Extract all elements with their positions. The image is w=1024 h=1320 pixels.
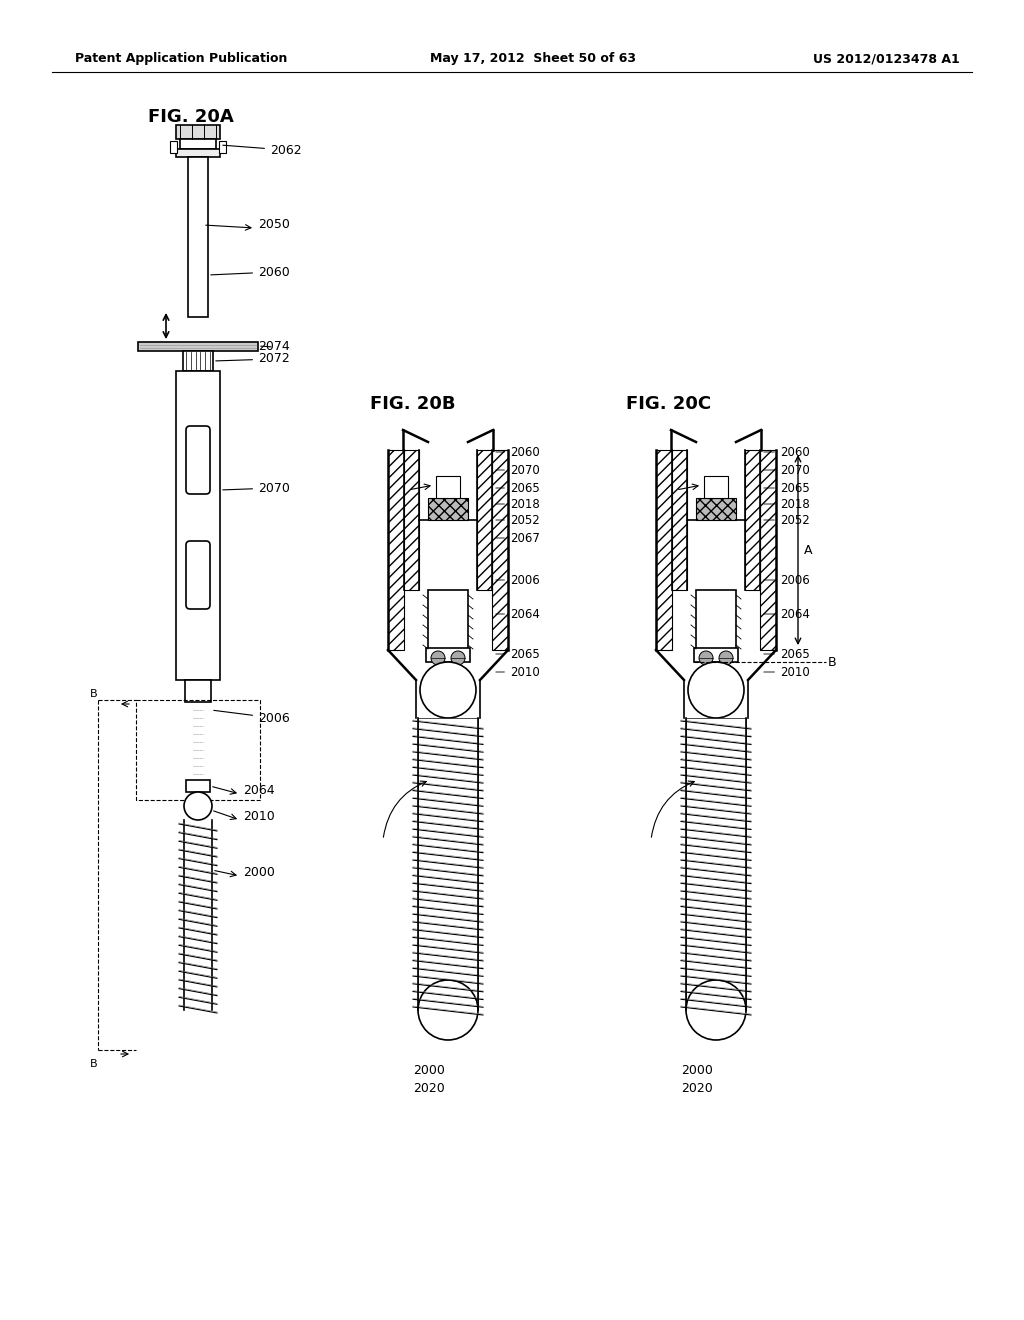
Bar: [186, 780, 210, 792]
Circle shape: [184, 792, 212, 820]
Text: 2052: 2052: [496, 513, 540, 527]
Text: 2010: 2010: [243, 809, 274, 822]
Bar: [745, 450, 760, 590]
Bar: [188, 157, 208, 317]
Circle shape: [420, 663, 476, 718]
Text: 2072: 2072: [216, 352, 290, 366]
Text: 2065: 2065: [496, 482, 540, 495]
Bar: [138, 342, 258, 351]
Bar: [136, 700, 260, 800]
Bar: [492, 450, 508, 649]
Text: 2006: 2006: [496, 573, 540, 586]
Text: 2065: 2065: [764, 482, 810, 495]
Text: B: B: [90, 689, 97, 700]
Bar: [428, 590, 468, 649]
Text: B: B: [90, 1059, 97, 1069]
Text: 2074: 2074: [258, 341, 290, 354]
Circle shape: [688, 663, 744, 718]
Text: 2006: 2006: [764, 573, 810, 586]
Bar: [388, 450, 404, 649]
Text: 2060: 2060: [496, 446, 540, 458]
Text: A: A: [804, 544, 812, 557]
Bar: [426, 648, 470, 663]
Text: 2065: 2065: [764, 648, 810, 660]
Text: 2070: 2070: [496, 463, 540, 477]
Bar: [705, 477, 728, 498]
Text: 2064: 2064: [764, 607, 810, 620]
Text: 2000: 2000: [681, 1064, 713, 1077]
Text: 2050: 2050: [258, 219, 290, 231]
Text: 2064: 2064: [243, 784, 274, 796]
Text: 2070: 2070: [223, 482, 290, 495]
Bar: [176, 149, 220, 157]
FancyBboxPatch shape: [186, 426, 210, 494]
Bar: [428, 498, 468, 520]
Bar: [176, 371, 220, 680]
Bar: [696, 590, 736, 649]
Circle shape: [418, 979, 478, 1040]
Text: FIG. 20A: FIG. 20A: [148, 108, 233, 125]
Text: 2052: 2052: [764, 513, 810, 527]
Bar: [656, 450, 672, 649]
Circle shape: [431, 651, 445, 665]
FancyBboxPatch shape: [186, 541, 210, 609]
Text: 2000: 2000: [413, 1064, 444, 1077]
Text: FIG. 20B: FIG. 20B: [370, 395, 456, 413]
Bar: [404, 450, 419, 590]
Text: 2067: 2067: [496, 532, 540, 544]
Bar: [436, 477, 460, 498]
Bar: [185, 680, 211, 702]
Text: B: B: [828, 656, 837, 668]
Bar: [418, 718, 478, 1010]
Bar: [180, 139, 216, 149]
Text: 2070: 2070: [764, 463, 810, 477]
Circle shape: [451, 651, 465, 665]
Bar: [694, 648, 738, 663]
Text: 2065: 2065: [496, 648, 540, 660]
Text: US 2012/0123478 A1: US 2012/0123478 A1: [813, 51, 961, 65]
Text: 2010: 2010: [764, 665, 810, 678]
Text: 2060: 2060: [764, 446, 810, 458]
Circle shape: [686, 979, 746, 1040]
Text: 2020: 2020: [413, 1081, 444, 1094]
Text: 2006: 2006: [214, 710, 290, 725]
Text: Patent Application Publication: Patent Application Publication: [75, 51, 288, 65]
Bar: [760, 450, 776, 649]
Text: FIG. 20C: FIG. 20C: [626, 395, 711, 413]
Bar: [219, 141, 226, 153]
Bar: [672, 450, 687, 590]
Bar: [686, 718, 746, 1010]
Bar: [477, 450, 492, 590]
Bar: [183, 351, 213, 371]
Circle shape: [719, 651, 733, 665]
Text: 2018: 2018: [764, 498, 810, 511]
Bar: [176, 125, 220, 139]
Text: 2010: 2010: [496, 665, 540, 678]
Text: May 17, 2012  Sheet 50 of 63: May 17, 2012 Sheet 50 of 63: [430, 51, 636, 65]
Text: 2020: 2020: [681, 1081, 713, 1094]
Bar: [170, 141, 177, 153]
Circle shape: [699, 651, 713, 665]
Text: 2000: 2000: [243, 866, 274, 879]
Bar: [696, 498, 736, 520]
Text: 2064: 2064: [496, 607, 540, 620]
Text: 2018: 2018: [496, 498, 540, 511]
Text: 2062: 2062: [223, 144, 302, 157]
Text: 2060: 2060: [211, 265, 290, 279]
